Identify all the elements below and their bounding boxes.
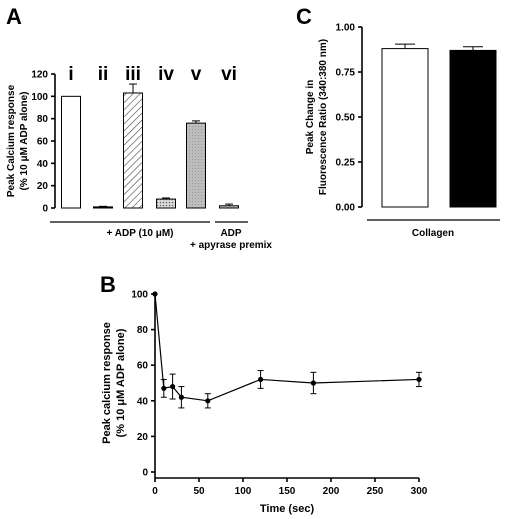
panel-c-y-axis-label-2: Fluorescence Ratio (340:380 nm)	[318, 39, 329, 195]
panel-a-y-tick-label: 40	[37, 159, 49, 170]
panel-a-category-label: vi	[221, 64, 237, 85]
panel-a-category-label: iv	[158, 64, 174, 85]
panel-a-y-axis-label-2: (% 10 μM ADP alone)	[19, 92, 30, 191]
panel-a-bar	[123, 92, 143, 209]
panel-b-x-axis-label: Time (sec)	[260, 503, 315, 515]
panel-b-data-point	[205, 398, 211, 404]
panel-label-c: C	[296, 4, 312, 29]
panel-c-y-axis-label: Peak Change in	[305, 80, 316, 154]
panel-c-y-tick-label: 0.00	[336, 203, 356, 214]
panel-a-bar	[219, 205, 239, 209]
panel-c-y-tick-label: 0.75	[336, 68, 356, 79]
panel-a-y-tick-label: 60	[37, 137, 49, 148]
panel-b-x-tick-label: 300	[411, 486, 428, 497]
panel-b-data-point	[161, 385, 167, 391]
panel-b-y-axis-label: Peak calcium response	[101, 322, 113, 444]
panel-a-category-label: ii	[98, 64, 109, 85]
panel-b-x-tick-label: 0	[152, 486, 158, 497]
panel-a-y-axis-label: Peak Calcium response	[6, 84, 17, 197]
panel-a-category-label: iii	[125, 64, 141, 85]
panel-b-y-tick-label: 40	[137, 396, 149, 407]
panel-b-data-point	[258, 376, 264, 383]
panel-c-y-tick-label: 0.25	[336, 158, 356, 169]
panel-a-group-label: + ADP (10 μM)	[107, 228, 174, 239]
panel-a-y-tick-label: 120	[31, 70, 48, 81]
panel-c-y-tick-label: 1.00	[336, 23, 356, 34]
panel-b-x-tick-label: 50	[193, 486, 205, 497]
panel-c-bar	[381, 48, 429, 208]
panel-c-bar	[449, 49, 497, 208]
panel-b-chart: 0 20 40 60 80 100 0 50 100 150 200 250 300 Time (sec)…	[101, 290, 428, 516]
panel-label-b: B	[100, 272, 116, 297]
panel-b-x-tick-label: 100	[235, 486, 252, 497]
panel-c-chart: 0.00 0.25 0.50 0.75 1.00 Peak Change in Fluore…	[305, 23, 500, 239]
panel-b-y-tick-label: 0	[142, 468, 148, 479]
panel-b-y-tick-label: 60	[137, 361, 149, 372]
panel-a-group-sublabel: + apyrase premix	[190, 240, 272, 251]
panel-a-category-label: v	[191, 64, 202, 85]
panel-a-category-label: i	[68, 64, 73, 85]
panel-label-a: A	[6, 4, 22, 29]
panel-a-bar	[93, 206, 113, 209]
panel-a-bar	[156, 198, 176, 209]
panel-b-series-line	[154, 293, 420, 402]
panel-c-y-tick-label: 0.50	[336, 113, 356, 124]
panel-c-group-label: Collagen	[412, 228, 454, 239]
panel-a-y-tick-label: 80	[37, 114, 49, 125]
panel-b-x-tick-label: 200	[323, 486, 340, 497]
panel-b-y-axis-label-2: (% 10 μM ADP alone)	[115, 328, 127, 437]
panel-b-data-point	[152, 291, 158, 297]
panel-b-x-tick-label: 150	[279, 486, 296, 497]
panel-b-data-point	[416, 376, 422, 383]
panel-b-y-tick-label: 80	[137, 325, 149, 336]
panel-b-data-point	[170, 383, 176, 390]
panel-b-data-point	[310, 380, 316, 386]
panel-b-x-tick-label: 250	[367, 486, 384, 497]
panel-b-y-tick-label: 100	[131, 290, 148, 301]
panel-a-bar	[61, 95, 81, 209]
panel-a-bar	[186, 122, 206, 209]
panel-a-group-label: ADP	[220, 228, 241, 239]
panel-b-y-tick-label: 20	[137, 432, 149, 443]
panel-b-data-point	[178, 394, 184, 400]
panel-a-y-tick-label: 100	[31, 92, 48, 103]
panel-a-y-tick-label: 20	[37, 181, 49, 192]
panel-a-y-tick-label: 0	[42, 204, 48, 215]
